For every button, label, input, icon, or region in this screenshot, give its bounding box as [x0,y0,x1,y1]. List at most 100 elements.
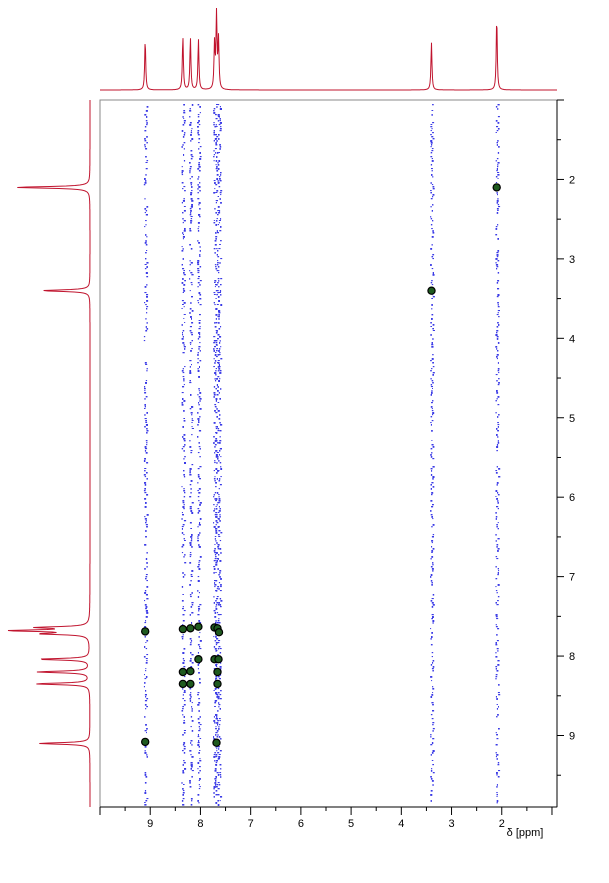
noise-dot [191,310,194,312]
noise-dot [219,666,222,668]
noise-dot [191,284,193,286]
cross-peak [213,667,222,677]
noise-dot [199,190,201,192]
noise-dot [144,802,146,803]
noise-dot [145,642,147,643]
noise-dot [145,452,148,454]
noise-dot [217,804,220,806]
noise-dot [430,152,433,154]
noise-dot [213,122,215,124]
noise-dot [219,604,222,606]
noise-dot [189,264,191,266]
noise-dot [145,326,147,328]
noise-dot [197,490,199,492]
noise-dot [190,218,193,220]
noise-dot [190,804,193,806]
noise-dot [189,278,191,280]
noise-dot [430,576,432,578]
noise-dot [217,232,219,234]
noise-dot [431,470,433,472]
noise-dot [183,440,186,442]
noise-dot [213,302,215,304]
noise-dot [182,372,185,374]
noise-dot [214,126,217,128]
noise-dot [190,798,193,800]
noise-dot [197,576,200,578]
noise-dot [431,542,433,544]
noise-dot [146,586,149,588]
noise-dot [496,330,499,332]
noise-dot [219,146,222,148]
noise-dot [146,444,148,446]
noise-dot [431,552,433,553]
noise-dot [497,548,500,550]
noise-dot [189,506,192,508]
noise-dot [220,532,223,534]
noise-dot [191,318,192,320]
noise-dot [181,638,184,640]
noise-dot [431,546,433,548]
noise-dot [199,398,202,400]
noise-dot [215,530,217,531]
noise-dot [220,476,222,478]
noise-dot [219,800,221,802]
noise-dot [495,752,497,754]
noise-dot [216,264,219,266]
noise-dot [198,710,200,712]
noise-dot [218,368,221,370]
noise-dot [181,528,183,530]
noise-dot [197,104,200,106]
x-tick-label: 9 [147,818,153,830]
noise-dot [431,236,434,238]
noise-dot [218,220,221,221]
noise-dot [183,270,185,272]
noise-dot [431,410,434,412]
noise-dot [432,476,435,478]
noise-dot [432,258,434,260]
noise-dot [431,344,434,346]
noise-dot [145,536,147,538]
noise-dot [182,278,184,280]
noise-dot [219,440,222,442]
noise-dot [197,272,200,274]
noise-dot [430,644,433,646]
noise-dot [218,582,221,584]
noise-dot [432,722,435,724]
noise-dot [219,352,221,354]
noise-dot [495,516,498,518]
noise-dot [218,496,220,498]
noise-dot [198,396,201,398]
noise-dot [181,338,184,340]
noise-dot [182,694,184,696]
noise-dot [217,648,220,650]
noise-dot [218,676,220,678]
noise-dot [146,124,148,126]
noise-dot [197,260,200,262]
noise-dot [189,552,192,554]
noise-dot [218,354,221,356]
noise-dot [182,330,185,332]
noise-dot [213,690,215,691]
noise-dot [189,474,192,476]
noise-dot [216,750,218,752]
noise-dot [198,276,200,278]
noise-dot [181,486,183,488]
noise-dot [215,732,218,734]
noise-dot [181,324,183,326]
noise-dot [431,540,434,542]
noise-dot [219,598,222,600]
noise-dot [144,492,147,494]
noise-dot [215,368,217,369]
noise-dot [216,140,218,142]
noise-dot [219,120,221,122]
noise-dot [217,390,219,392]
noise-dot [197,126,199,128]
noise-dot [497,174,500,176]
noise-dot [191,538,193,540]
noise-dot [213,756,216,758]
noise-dot [218,272,220,274]
noise-dot [497,302,499,304]
noise-dot [198,544,200,546]
noise-dot [146,798,149,800]
noise-dot [144,390,146,392]
